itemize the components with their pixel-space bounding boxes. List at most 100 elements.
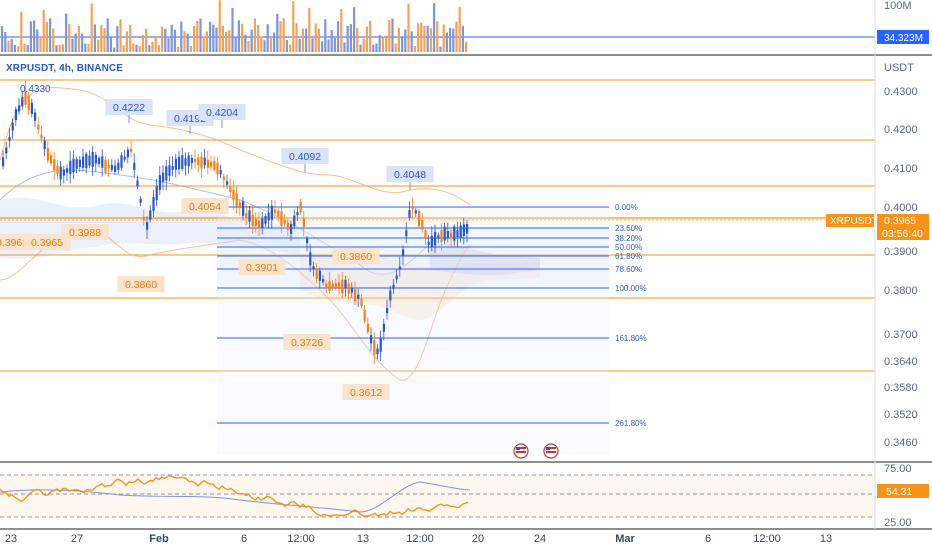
volume-bar bbox=[183, 31, 186, 52]
high-price-tag[interactable] bbox=[105, 99, 153, 115]
low-price-tag[interactable] bbox=[61, 224, 109, 240]
candle-body bbox=[341, 279, 344, 294]
low-price-label: 0.3726 bbox=[291, 337, 323, 349]
candle-body bbox=[126, 149, 129, 158]
low-price-tag[interactable] bbox=[238, 259, 286, 275]
event-flag-us-2[interactable] bbox=[543, 443, 559, 459]
volume-bar bbox=[442, 24, 445, 52]
low-price-tag[interactable] bbox=[283, 334, 331, 350]
candle-body bbox=[293, 215, 296, 227]
countdown-value: 03:56:40 bbox=[882, 228, 923, 240]
sr-lines[interactable] bbox=[0, 79, 875, 372]
time-axis-label: Mar bbox=[615, 533, 635, 545]
candle-body bbox=[155, 186, 158, 201]
fib-retracement[interactable]: 0.00% 23.60%38.20%50.00%61.80% 78.60% 100.0… bbox=[217, 203, 647, 455]
low-price-tag[interactable] bbox=[332, 248, 380, 264]
candle-body bbox=[69, 160, 72, 175]
candle-body bbox=[190, 158, 193, 164]
candle-body bbox=[5, 147, 8, 154]
volume-bar bbox=[266, 24, 269, 52]
volume-bar bbox=[458, 6, 461, 52]
candle-body bbox=[210, 161, 213, 167]
volume-bar bbox=[455, 21, 458, 52]
candle-body bbox=[75, 159, 78, 169]
volume-bar bbox=[173, 29, 176, 52]
candle-body bbox=[142, 216, 145, 221]
low-price-label: 0.3962 bbox=[0, 237, 28, 249]
volume-bar bbox=[250, 29, 253, 52]
candle-body bbox=[430, 235, 433, 248]
candle-body bbox=[379, 337, 382, 352]
candle-body bbox=[229, 186, 232, 193]
fib-level-label: 38.20% bbox=[615, 234, 642, 243]
candle-body bbox=[200, 156, 203, 169]
candle-body bbox=[386, 307, 389, 314]
fib-level-label: 23.60% bbox=[615, 224, 642, 233]
high-price-tag[interactable] bbox=[198, 104, 246, 120]
high-price-tag[interactable] bbox=[281, 148, 329, 164]
volume-bar bbox=[71, 38, 74, 52]
volume-bar bbox=[84, 43, 87, 52]
fib-level-label: 100.00% bbox=[615, 284, 647, 293]
volume-bar bbox=[301, 28, 304, 52]
volume-bar bbox=[445, 32, 448, 52]
price-axis[interactable]: 100M 34.323M USDT 0.4300 0.4200 0.4100 0.40… bbox=[826, 0, 929, 529]
candle-body bbox=[219, 170, 222, 175]
candle-body bbox=[171, 166, 174, 170]
volume-bar bbox=[7, 40, 10, 52]
volume-bar bbox=[276, 13, 279, 53]
candle-body bbox=[232, 189, 235, 201]
volume-bar bbox=[397, 27, 400, 52]
candle-body bbox=[373, 340, 376, 355]
high-price-tag[interactable] bbox=[386, 166, 434, 182]
volume-bar bbox=[410, 31, 413, 52]
low-price-tag[interactable] bbox=[181, 198, 229, 214]
candle-body bbox=[334, 283, 337, 288]
event-flag-us[interactable] bbox=[513, 443, 529, 459]
symbol-price-tag bbox=[826, 214, 874, 227]
volume-bar bbox=[391, 18, 394, 52]
volume-bar bbox=[52, 28, 55, 52]
volume-bar bbox=[298, 38, 301, 52]
candle-body bbox=[418, 211, 421, 226]
volume-bar bbox=[129, 24, 132, 52]
candle-body bbox=[357, 294, 360, 299]
volume-bar bbox=[289, 44, 292, 52]
candle-body bbox=[168, 165, 171, 176]
candle-body bbox=[98, 157, 101, 164]
volume-bar bbox=[260, 36, 263, 52]
rsi-lower-label: 25.00 bbox=[884, 517, 912, 529]
price-axis-label: 0.4200 bbox=[884, 124, 918, 136]
volume-bar bbox=[253, 18, 256, 52]
low-price-tag[interactable] bbox=[342, 384, 390, 400]
candle-body bbox=[338, 282, 341, 290]
low-price-tag[interactable] bbox=[23, 234, 71, 250]
volume-bar bbox=[279, 21, 282, 52]
volume-bar bbox=[100, 25, 103, 52]
candle-body bbox=[14, 109, 17, 121]
volume-bar bbox=[17, 46, 20, 52]
low-price-tag[interactable] bbox=[117, 276, 165, 292]
price-axis-label: 0.4000 bbox=[884, 202, 918, 214]
volume-bar bbox=[375, 43, 378, 52]
time-axis[interactable]: 23 27 Feb 6 12:00 13 12:00 20 24 Mar 6 12:00 13 bbox=[5, 533, 832, 545]
rsi-value-tag bbox=[877, 484, 929, 498]
candle-body bbox=[245, 213, 248, 219]
volume-bar bbox=[381, 36, 384, 52]
candle-body bbox=[302, 218, 305, 227]
countdown-tag bbox=[877, 227, 929, 240]
price-axis-label: 0.3640 bbox=[884, 356, 918, 368]
volume-bar bbox=[337, 21, 340, 52]
volume-bar bbox=[433, 3, 436, 53]
candle-body bbox=[312, 266, 315, 270]
symbol-title[interactable]: XRPUSDT, 4h, BINANCE bbox=[6, 63, 124, 74]
volume-bar bbox=[317, 28, 320, 52]
fib-level-label: 161.80% bbox=[615, 334, 647, 343]
volume-bar bbox=[93, 24, 96, 52]
volume-bar bbox=[119, 19, 122, 52]
price-axis-label: 0.3580 bbox=[884, 382, 918, 394]
volume-bar bbox=[311, 38, 314, 52]
volume-bar bbox=[199, 18, 202, 52]
volume-bar bbox=[36, 29, 39, 52]
